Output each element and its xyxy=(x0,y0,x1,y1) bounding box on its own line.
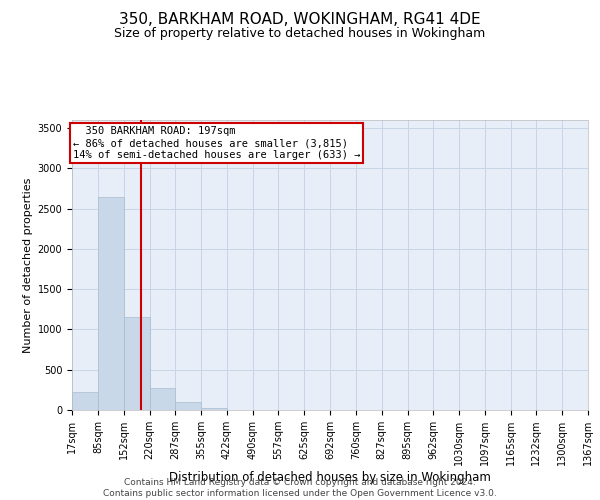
Bar xyxy=(175,402,201,410)
Text: 350, BARKHAM ROAD, WOKINGHAM, RG41 4DE: 350, BARKHAM ROAD, WOKINGHAM, RG41 4DE xyxy=(119,12,481,28)
Bar xyxy=(149,388,175,410)
Bar xyxy=(72,392,98,410)
Text: Contains HM Land Registry data © Crown copyright and database right 2024.
Contai: Contains HM Land Registry data © Crown c… xyxy=(103,478,497,498)
Bar xyxy=(98,196,124,410)
Text: 350 BARKHAM ROAD: 197sqm
← 86% of detached houses are smaller (3,815)
14% of sem: 350 BARKHAM ROAD: 197sqm ← 86% of detach… xyxy=(73,126,360,160)
Y-axis label: Number of detached properties: Number of detached properties xyxy=(23,178,34,352)
Bar xyxy=(124,318,149,410)
Text: Size of property relative to detached houses in Wokingham: Size of property relative to detached ho… xyxy=(115,28,485,40)
X-axis label: Distribution of detached houses by size in Wokingham: Distribution of detached houses by size … xyxy=(169,471,491,484)
Bar xyxy=(201,408,227,410)
